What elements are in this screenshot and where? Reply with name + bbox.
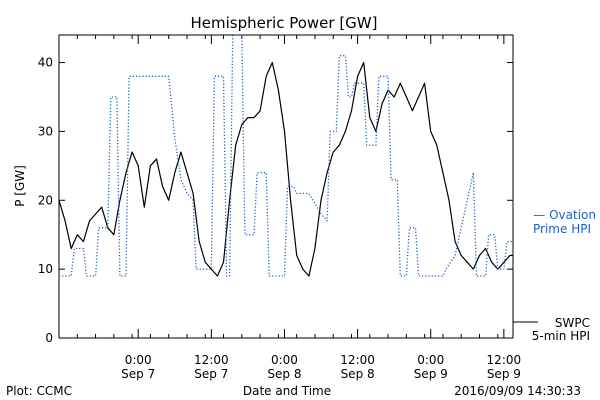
x-tick-time-label: 0:00 <box>125 353 152 367</box>
y-axis-label: P [GW] <box>13 165 27 207</box>
legend-swpc-label: SWPC <box>555 316 590 330</box>
x-tick-time-label: 0:00 <box>271 353 298 367</box>
plot-credit: Plot: CCMC <box>6 384 72 398</box>
chart-title: Hemispheric Power [GW] <box>191 14 378 32</box>
legend-ovation-label: — Ovation <box>533 208 596 222</box>
x-tick-date-label: Sep 9 <box>414 367 448 381</box>
x-tick-time-label: 12:00 <box>340 353 375 367</box>
plot-frame <box>58 34 514 339</box>
x-tick-date-label: Sep 7 <box>194 367 228 381</box>
x-tick-date-label: Sep 8 <box>267 367 301 381</box>
x-tick-time-label: 12:00 <box>194 353 229 367</box>
y-tick-label: 40 <box>38 56 53 70</box>
x-tick-time-label: 12:00 <box>487 353 522 367</box>
ovation-prime-series-line <box>59 34 513 277</box>
y-tick-label: 30 <box>38 124 53 138</box>
x-tick-date-label: Sep 9 <box>487 367 521 381</box>
swpc-series-line <box>58 61 513 277</box>
plot-timestamp: 2016/09/09 14:30:33 <box>454 384 581 398</box>
x-tick-time-label: 0:00 <box>417 353 444 367</box>
x-axis-label: Date and Time <box>243 384 331 398</box>
legend-swpc-label: 5-min HPI <box>532 329 590 343</box>
y-tick-label: 20 <box>38 193 53 207</box>
y-tick-label: 0 <box>45 331 53 345</box>
y-tick-label: 10 <box>38 262 53 276</box>
x-tick-date-label: Sep 7 <box>121 367 155 381</box>
legend-ovation-label: Prime HPI <box>533 222 591 236</box>
x-tick-date-label: Sep 8 <box>341 367 375 381</box>
